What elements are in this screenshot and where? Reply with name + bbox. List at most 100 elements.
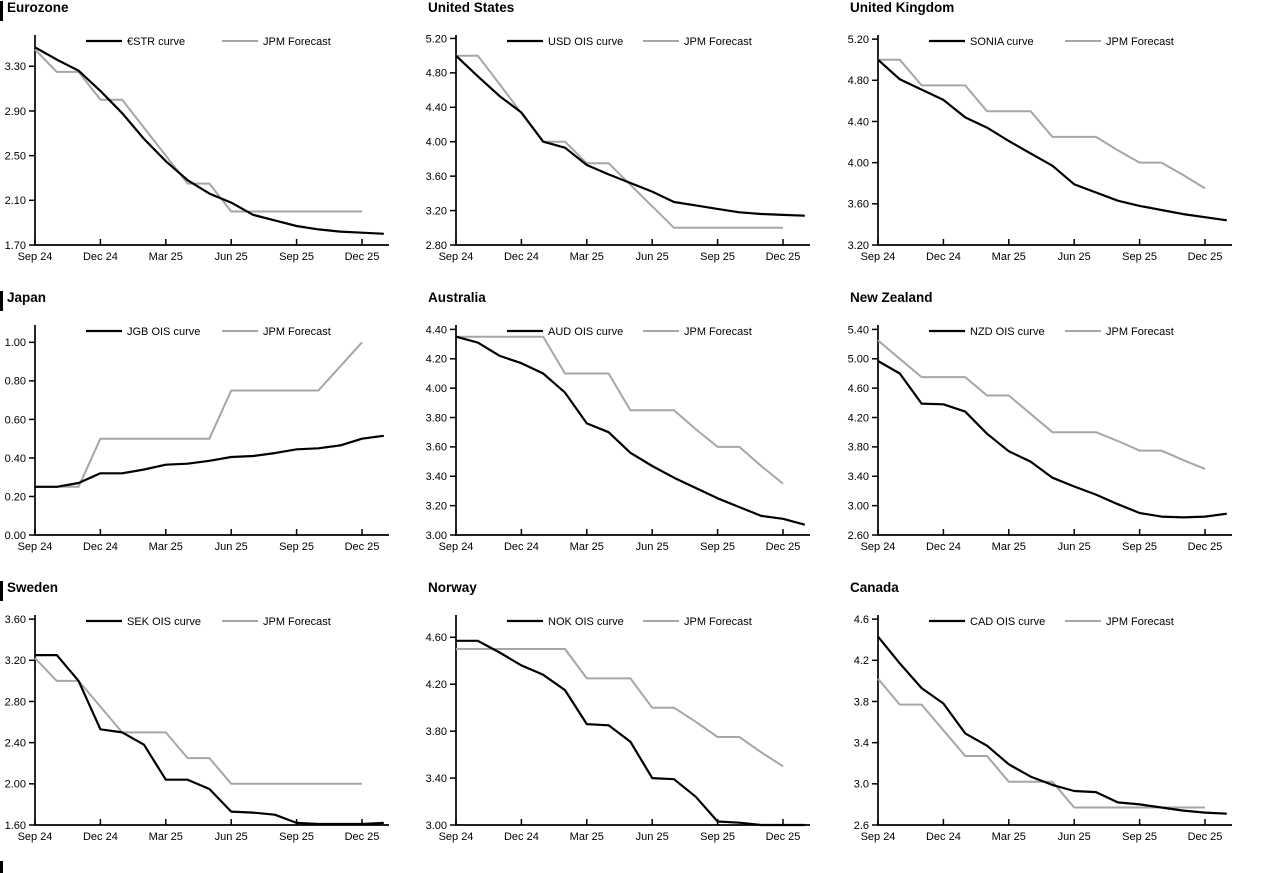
united-states-plot: 2.80 3.20 3.60 4.00 4.40 4.80 5.20 Sep 24 Dec 24… (426, 33, 810, 263)
y-tick-label: 2.6 (854, 820, 869, 832)
series-sonia-curve (877, 58, 1227, 222)
x-tick-label: Dec 25 (1188, 831, 1223, 843)
series-nok-ois-curve (456, 639, 805, 827)
series-sek-ois-curve (35, 653, 384, 826)
x-tick-label: Dec 24 (83, 541, 118, 553)
x-tick-label: Sep 25 (700, 541, 735, 553)
y-tick-label: 3.00 (426, 820, 447, 832)
x-tick-label: Jun 25 (215, 251, 248, 263)
y-tick-label: 1.60 (5, 820, 26, 832)
x-tick-label: Sep 24 (439, 251, 474, 263)
y-tick-label: 4.00 (426, 383, 447, 395)
y-tick-label: 4.40 (426, 102, 447, 114)
x-tick-label: Mar 25 (570, 251, 604, 263)
x-tick-label: Sep 24 (861, 831, 896, 843)
axis-lines (455, 325, 810, 536)
y-tick-label: 3.4 (854, 737, 869, 749)
x-tick-label: Sep 25 (1122, 541, 1157, 553)
legend-label: USD OIS curve (548, 36, 623, 48)
y-tick-label: 3.8 (854, 696, 869, 708)
x-tick-label: Mar 25 (149, 541, 183, 553)
x-tick-label: Dec 24 (83, 831, 118, 843)
y-tick-label: 3.60 (426, 171, 447, 183)
x-tick-label: Dec 24 (83, 251, 118, 263)
axis-lines (877, 325, 1232, 536)
y-tick-label: 4.60 (848, 383, 869, 395)
y-tick-label: 5.00 (848, 354, 869, 366)
x-tick-label: Sep 24 (18, 541, 53, 553)
x-tick-label: Sep 25 (700, 831, 735, 843)
x-tick-label: Jun 25 (636, 831, 669, 843)
y-tick-label: 5.20 (848, 34, 869, 46)
y-tick-label: 4.00 (426, 137, 447, 149)
y-tick-label: 4.20 (426, 679, 447, 691)
legend-label: NOK OIS curve (548, 616, 624, 628)
legend-label: AUD OIS curve (548, 326, 623, 338)
y-tick-label: 0.80 (5, 376, 26, 388)
series-jpm-forecast (34, 657, 362, 785)
x-tick-label: Jun 25 (215, 831, 248, 843)
legend-label: CAD OIS curve (970, 616, 1045, 628)
y-tick-label: 0.60 (5, 414, 26, 426)
y-tick-label: 3.60 (426, 442, 447, 454)
y-tick-label: 4.00 (848, 157, 869, 169)
chart-panel-new-zealand: New Zealand 2.60 3.00 3.40 3.80 4.20 4.60 5.00… (843, 290, 1264, 580)
x-tick-label: Sep 24 (18, 831, 53, 843)
section-bar (0, 291, 3, 311)
y-tick-label: 5.40 (848, 324, 869, 336)
series-jpm-forecast (456, 54, 783, 229)
x-tick-label: Dec 24 (504, 251, 539, 263)
series-aud-ois-curve (455, 335, 806, 526)
series-jpm-forecast (35, 341, 363, 488)
y-tick-label: 3.80 (426, 412, 447, 424)
x-tick-label: Jun 25 (215, 541, 248, 553)
legend-label: SONIA curve (970, 36, 1034, 48)
y-tick-label: 4.20 (848, 412, 869, 424)
x-tick-label: Mar 25 (149, 831, 183, 843)
y-tick-label: 5.20 (426, 33, 447, 45)
axis-lines (34, 35, 389, 246)
x-tick-label: Jun 25 (636, 251, 669, 263)
series-nzd-ois-curve (877, 360, 1227, 519)
x-tick-label: Sep 24 (439, 831, 474, 843)
x-tick-label: Mar 25 (570, 831, 604, 843)
x-tick-label: Mar 25 (570, 541, 604, 553)
y-tick-label: 4.40 (426, 324, 447, 336)
new-zealand-plot: 2.60 3.00 3.40 3.80 4.20 4.60 5.00 5.40 Sep 24 De… (848, 324, 1232, 553)
series-jgb-ois-curve (35, 434, 384, 488)
y-tick-label: 2.10 (5, 195, 26, 207)
legend-label: NZD OIS curve (970, 326, 1045, 338)
eurozone-plot: 1.70 2.10 2.50 2.90 3.30 Sep 24 Dec 24 Mar 25 Ju… (5, 35, 389, 263)
y-tick-label: 3.20 (848, 240, 869, 252)
x-tick-label: Sep 25 (279, 251, 314, 263)
legend-label: JPM Forecast (263, 36, 331, 48)
x-tick-label: Dec 25 (1188, 251, 1223, 263)
y-tick-label: 3.80 (848, 442, 869, 454)
chart-panel-united-kingdom: United Kingdom 3.20 3.60 4.00 4.40 4.80 5.20 S… (843, 0, 1264, 290)
y-tick-label: 4.40 (848, 116, 869, 128)
x-tick-label: Sep 25 (279, 541, 314, 553)
x-tick-label: Mar 25 (992, 831, 1026, 843)
series-jpm-forecast (456, 648, 784, 768)
chart-title-eurozone: Eurozone (7, 0, 69, 15)
x-tick-label: Jun 25 (636, 541, 669, 553)
legend-label: SEK OIS curve (127, 616, 201, 628)
united-kingdom-plot: 3.20 3.60 4.00 4.40 4.80 5.20 Sep 24 Dec 24 Mar … (848, 34, 1232, 263)
x-tick-label: Dec 25 (345, 541, 380, 553)
y-tick-label: 0.20 (5, 491, 26, 503)
y-tick-label: 3.00 (426, 530, 447, 542)
legend-label: JPM Forecast (684, 616, 752, 628)
series--str-curve (34, 46, 384, 235)
axis-lines (34, 325, 389, 536)
japan-plot: 0.00 0.20 0.40 0.60 0.80 1.00 Sep 24 Dec 24 Mar … (5, 325, 389, 553)
series-jpm-forecast (878, 58, 1206, 190)
series-jpm-forecast (877, 339, 1206, 470)
x-tick-label: Dec 24 (926, 251, 961, 263)
chart-title-sweden: Sweden (7, 580, 59, 595)
series-jpm-forecast (34, 48, 362, 213)
x-tick-label: Sep 24 (861, 541, 896, 553)
x-tick-label: Sep 25 (700, 251, 735, 263)
y-tick-label: 2.40 (5, 737, 26, 749)
x-tick-label: Mar 25 (992, 251, 1026, 263)
australia-plot: 3.00 3.20 3.40 3.60 3.80 4.00 4.20 4.40 Sep 24 De… (426, 324, 810, 553)
